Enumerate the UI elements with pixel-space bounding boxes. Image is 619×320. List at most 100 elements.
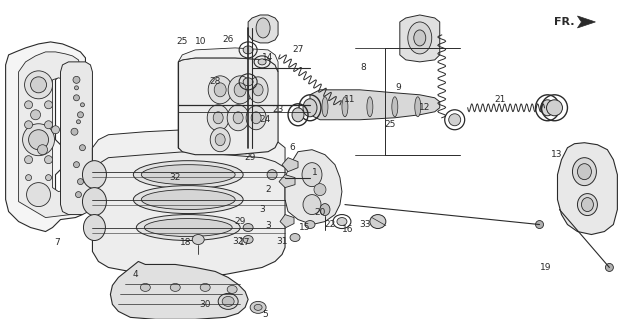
Ellipse shape: [254, 304, 262, 310]
Ellipse shape: [79, 145, 85, 151]
Text: 25: 25: [176, 37, 188, 46]
Ellipse shape: [337, 218, 347, 226]
Ellipse shape: [207, 105, 229, 131]
Ellipse shape: [573, 158, 597, 186]
Ellipse shape: [25, 101, 33, 109]
Text: 24: 24: [259, 115, 271, 124]
Ellipse shape: [27, 183, 51, 207]
Ellipse shape: [213, 112, 223, 124]
Ellipse shape: [77, 112, 84, 118]
Ellipse shape: [267, 170, 277, 180]
Ellipse shape: [303, 195, 321, 215]
Text: 5: 5: [262, 310, 268, 319]
Ellipse shape: [193, 235, 204, 244]
Ellipse shape: [578, 194, 597, 216]
Ellipse shape: [605, 263, 613, 271]
Ellipse shape: [46, 175, 51, 180]
Ellipse shape: [535, 220, 543, 228]
Text: 1: 1: [312, 168, 318, 177]
Ellipse shape: [45, 121, 53, 129]
Ellipse shape: [38, 145, 48, 155]
Ellipse shape: [303, 99, 317, 117]
Text: FR.: FR.: [554, 17, 574, 27]
Ellipse shape: [246, 106, 266, 130]
Ellipse shape: [30, 110, 41, 120]
Ellipse shape: [25, 156, 33, 164]
Ellipse shape: [133, 161, 243, 188]
Polygon shape: [92, 142, 285, 277]
Ellipse shape: [322, 97, 328, 117]
Text: 29: 29: [235, 217, 246, 226]
Ellipse shape: [234, 83, 246, 97]
Ellipse shape: [367, 97, 373, 117]
Polygon shape: [178, 58, 278, 155]
Polygon shape: [310, 90, 439, 120]
Polygon shape: [19, 52, 80, 218]
Ellipse shape: [228, 76, 252, 104]
Text: 32: 32: [233, 237, 244, 246]
Ellipse shape: [243, 46, 253, 54]
Polygon shape: [92, 130, 285, 168]
Ellipse shape: [449, 114, 461, 126]
Ellipse shape: [144, 219, 232, 236]
Text: 19: 19: [540, 263, 552, 272]
Ellipse shape: [25, 71, 53, 99]
Text: 31: 31: [276, 237, 288, 246]
Ellipse shape: [227, 105, 249, 131]
Ellipse shape: [233, 112, 243, 124]
Ellipse shape: [218, 293, 238, 309]
Text: 14: 14: [262, 53, 274, 62]
Text: 33: 33: [359, 220, 371, 229]
Text: 6: 6: [289, 143, 295, 152]
Ellipse shape: [25, 121, 33, 129]
Ellipse shape: [256, 18, 270, 38]
Ellipse shape: [136, 215, 240, 241]
Ellipse shape: [73, 76, 80, 83]
Ellipse shape: [22, 124, 54, 156]
Ellipse shape: [28, 130, 48, 150]
Ellipse shape: [243, 236, 253, 244]
Text: 27: 27: [292, 45, 304, 54]
Text: 26: 26: [222, 36, 234, 44]
Text: 9: 9: [395, 83, 400, 92]
Ellipse shape: [170, 284, 180, 292]
Text: 10: 10: [194, 37, 206, 46]
Ellipse shape: [320, 204, 330, 216]
Text: 25: 25: [384, 120, 396, 129]
Text: 4: 4: [132, 270, 138, 279]
Text: 32: 32: [170, 173, 181, 182]
Polygon shape: [279, 175, 295, 188]
Text: 15: 15: [299, 223, 311, 232]
Ellipse shape: [370, 215, 386, 228]
Polygon shape: [578, 16, 595, 28]
Ellipse shape: [71, 128, 78, 135]
Ellipse shape: [258, 59, 266, 65]
Polygon shape: [110, 261, 248, 319]
Ellipse shape: [141, 284, 150, 292]
Polygon shape: [248, 15, 278, 43]
Ellipse shape: [80, 103, 84, 107]
Ellipse shape: [82, 161, 106, 188]
Text: 17: 17: [240, 238, 251, 247]
Text: 3: 3: [259, 205, 265, 214]
Polygon shape: [400, 15, 439, 62]
Ellipse shape: [540, 100, 555, 116]
Text: 16: 16: [342, 225, 353, 234]
Text: 3: 3: [265, 221, 271, 230]
Polygon shape: [6, 42, 85, 232]
Text: 22: 22: [324, 220, 335, 229]
Ellipse shape: [578, 164, 591, 180]
Ellipse shape: [45, 101, 53, 109]
Ellipse shape: [133, 186, 243, 213]
Ellipse shape: [74, 86, 79, 90]
Ellipse shape: [251, 112, 261, 124]
Ellipse shape: [215, 134, 225, 146]
Ellipse shape: [84, 215, 105, 241]
Ellipse shape: [77, 179, 84, 185]
Text: 11: 11: [344, 95, 356, 104]
Ellipse shape: [141, 165, 235, 185]
Ellipse shape: [547, 100, 563, 116]
Text: 28: 28: [209, 77, 221, 86]
Ellipse shape: [413, 30, 426, 46]
Polygon shape: [280, 215, 294, 228]
